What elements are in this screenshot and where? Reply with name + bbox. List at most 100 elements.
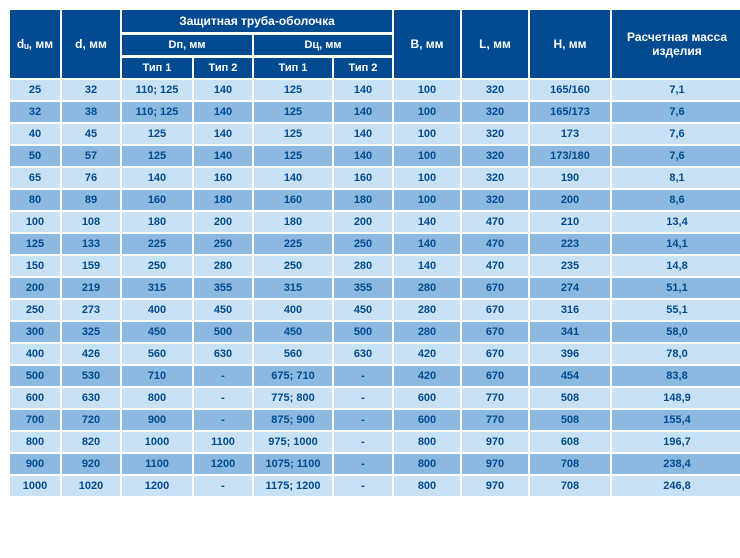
table-cell: 100 [10, 212, 60, 232]
table-cell: 400 [254, 300, 332, 320]
table-cell: 45 [62, 124, 120, 144]
table-cell: 400 [122, 300, 192, 320]
table-cell: 32 [62, 80, 120, 100]
table-cell: 700 [10, 410, 60, 430]
table-cell: - [334, 476, 392, 496]
col-Dp-tip2: Тип 2 [194, 57, 252, 78]
table-cell: 140 [334, 124, 392, 144]
table-cell: 1175; 1200 [254, 476, 332, 496]
table-cell: 420 [394, 344, 460, 364]
table-cell: 173 [530, 124, 610, 144]
col-shield-group: Защитная труба-оболочка [122, 10, 392, 32]
table-cell: 1000 [10, 476, 60, 496]
table-cell: 8,6 [612, 190, 740, 210]
table-cell: 630 [62, 388, 120, 408]
table-cell: 670 [462, 344, 528, 364]
table-cell: 320 [462, 168, 528, 188]
table-cell: 630 [194, 344, 252, 364]
table-cell: 165/160 [530, 80, 610, 100]
table-cell: 55,1 [612, 300, 740, 320]
table-cell: 25 [10, 80, 60, 100]
table-cell: 100 [394, 190, 460, 210]
table-cell: 38 [62, 102, 120, 122]
header-label: Защитная труба-оболочка [179, 14, 335, 28]
table-row: 3238110; 125140125140100320165/1737,6 [10, 102, 740, 122]
table-cell: 246,8 [612, 476, 740, 496]
spec-table: dᵤ, мм d, мм Защитная труба-оболочка B, … [8, 8, 740, 498]
table-row: 10010818020018020014047021013,4 [10, 212, 740, 232]
table-cell: 140 [394, 212, 460, 232]
table-cell: 420 [394, 366, 460, 386]
table-cell: 800 [394, 454, 460, 474]
table-cell: 140 [334, 102, 392, 122]
table-cell: 76 [62, 168, 120, 188]
table-cell: 140 [394, 234, 460, 254]
table-cell: 450 [334, 300, 392, 320]
table-cell: 7,6 [612, 102, 740, 122]
table-cell: 78,0 [612, 344, 740, 364]
table-cell: 770 [462, 410, 528, 430]
table-cell: 125 [122, 124, 192, 144]
table-cell: 125 [10, 234, 60, 254]
header-label: L, мм [479, 37, 511, 51]
table-cell: 508 [530, 410, 610, 430]
table-cell: 508 [530, 388, 610, 408]
col-d: d, мм [62, 10, 120, 78]
table-cell: 1020 [62, 476, 120, 496]
header-label: Тип 2 [209, 62, 238, 74]
header-label: Dц, мм [304, 39, 341, 51]
header-label: Dп, мм [169, 39, 206, 51]
table-cell: 280 [334, 256, 392, 276]
table-cell: 14,1 [612, 234, 740, 254]
table-cell: 200 [10, 278, 60, 298]
table-cell: 196,7 [612, 432, 740, 452]
table-cell: 900 [10, 454, 60, 474]
table-cell: 1100 [194, 432, 252, 452]
table-cell: 315 [122, 278, 192, 298]
col-Dc-tip2: Тип 2 [334, 57, 392, 78]
table-cell: 238,4 [612, 454, 740, 474]
table-row: 12513322525022525014047022314,1 [10, 234, 740, 254]
table-cell: 320 [462, 102, 528, 122]
table-cell: 500 [334, 322, 392, 342]
col-B: B, мм [394, 10, 460, 78]
table-cell: 670 [462, 366, 528, 386]
table-cell: 454 [530, 366, 610, 386]
table-cell: 450 [194, 300, 252, 320]
table-cell: 160 [194, 168, 252, 188]
table-header: dᵤ, мм d, мм Защитная труба-оболочка B, … [10, 10, 740, 78]
col-Dc-tip1: Тип 1 [254, 57, 332, 78]
table-cell: 225 [122, 234, 192, 254]
header-label: Тип 1 [143, 62, 172, 74]
table-cell: 970 [462, 476, 528, 496]
table-cell: 150 [10, 256, 60, 276]
table-cell: 40 [10, 124, 60, 144]
col-dy: dᵤ, мм [10, 10, 60, 78]
table-cell: 7,6 [612, 124, 740, 144]
table-cell: 7,1 [612, 80, 740, 100]
table-cell: 775; 800 [254, 388, 332, 408]
table-cell: 235 [530, 256, 610, 276]
table-cell: 600 [394, 410, 460, 430]
table-cell: 140 [334, 146, 392, 166]
table-cell: 316 [530, 300, 610, 320]
table-cell: 280 [394, 278, 460, 298]
table-cell: 630 [334, 344, 392, 364]
table-cell: 341 [530, 322, 610, 342]
table-cell: 396 [530, 344, 610, 364]
table-cell: - [334, 410, 392, 430]
table-cell: 320 [462, 124, 528, 144]
table-cell: 250 [122, 256, 192, 276]
table-cell: 800 [394, 432, 460, 452]
table-cell: 1000 [122, 432, 192, 452]
table-cell: 7,6 [612, 146, 740, 166]
table-row: 25027340045040045028067031655,1 [10, 300, 740, 320]
table-row: 15015925028025028014047023514,8 [10, 256, 740, 276]
table-cell: 670 [462, 300, 528, 320]
table-cell: 210 [530, 212, 610, 232]
table-cell: 8,1 [612, 168, 740, 188]
col-Dc: Dц, мм [254, 34, 392, 55]
table-cell: 710 [122, 366, 192, 386]
table-cell: 160 [254, 190, 332, 210]
table-cell: 173/180 [530, 146, 610, 166]
